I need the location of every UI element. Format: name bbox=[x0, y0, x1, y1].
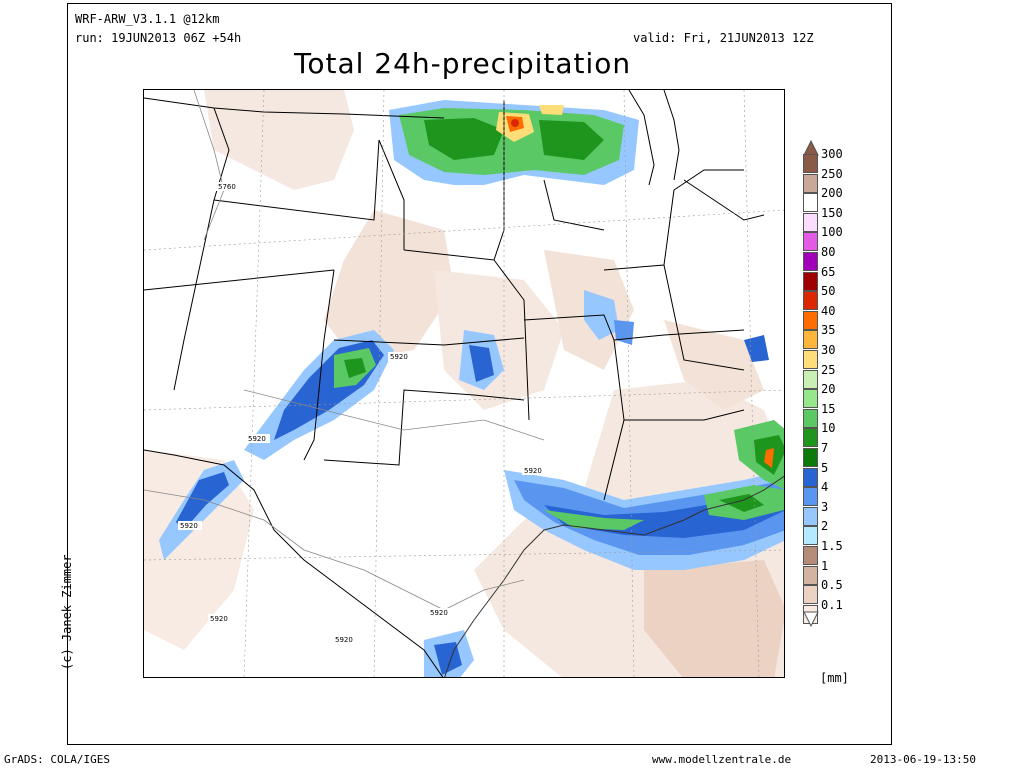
legend-level-label: 7 bbox=[821, 441, 829, 455]
contour-label-5920: 5920 bbox=[180, 522, 198, 530]
legend-swatch bbox=[803, 232, 818, 252]
legend-swatch bbox=[803, 193, 818, 213]
legend-swatch bbox=[803, 310, 818, 330]
contour-label-5920: 5920 bbox=[430, 609, 448, 617]
legend-swatch bbox=[803, 271, 818, 291]
model-label: WRF-ARW_V3.1.1 @12km bbox=[75, 12, 220, 26]
legend-swatch bbox=[803, 565, 818, 585]
legend-level-label: 5 bbox=[821, 460, 829, 475]
legend-level-label: 100 bbox=[821, 225, 843, 240]
legend-level-label: 20 bbox=[821, 382, 836, 397]
plot-frame bbox=[67, 3, 892, 745]
legend-level-label: 4 bbox=[821, 480, 829, 495]
westtx-precip-band bbox=[159, 460, 474, 677]
copyright-label: (c) Janek Zimmer bbox=[60, 554, 74, 670]
contour-label-5920: 5920 bbox=[390, 353, 408, 361]
contour-label-5760: 5760 bbox=[218, 183, 236, 191]
legend-level-label: 65 bbox=[821, 264, 836, 279]
legend-level-label: 15 bbox=[821, 401, 836, 416]
legend-level-label: 50 bbox=[821, 284, 836, 299]
legend-swatch bbox=[803, 526, 818, 546]
legend-level-label: 200 bbox=[821, 186, 843, 201]
footer-left: GrADS: COLA/IGES bbox=[4, 753, 110, 766]
legend-bottom-arrow bbox=[803, 611, 819, 627]
legend-swatch bbox=[803, 212, 818, 232]
north-precip-band bbox=[389, 100, 639, 185]
contour-label-5920: 5920 bbox=[524, 467, 542, 475]
legend-swatch bbox=[803, 467, 818, 487]
legend-level-label: 80 bbox=[821, 245, 836, 259]
legend-level-label: 150 bbox=[821, 205, 843, 220]
legend-swatch bbox=[803, 506, 818, 526]
legend-swatch bbox=[803, 448, 818, 467]
legend-swatch bbox=[803, 546, 818, 565]
legend-swatch bbox=[803, 252, 818, 271]
legend-level-label: 40 bbox=[821, 303, 836, 318]
chart-title: Total 24h-precipitation bbox=[294, 47, 632, 80]
contour-label-5920: 5920 bbox=[335, 636, 353, 644]
contour-labels: 5760 5920 5920 5920 5920 5920 5920 5920 bbox=[178, 182, 546, 644]
legend-swatch bbox=[803, 585, 818, 605]
great-lakes-outline bbox=[628, 90, 765, 221]
legend-swatch bbox=[803, 408, 818, 428]
legend-swatch bbox=[803, 369, 818, 389]
footer-center: www.modellzentrale.de bbox=[652, 753, 792, 766]
legend-level-label: 35 bbox=[821, 323, 836, 338]
legend-level-label: 1.5 bbox=[821, 539, 843, 553]
valid-label: valid: Fri, 21JUN2013 12Z bbox=[633, 31, 814, 45]
legend-swatch bbox=[803, 173, 818, 193]
contour-label-5920: 5920 bbox=[248, 435, 266, 443]
legend-level-label: 0.1 bbox=[821, 597, 843, 612]
unit-label: [mm] bbox=[820, 671, 849, 685]
legend-level-label: 10 bbox=[821, 421, 836, 436]
legend-level-label: 1 bbox=[821, 558, 829, 573]
latlon-grid bbox=[144, 90, 784, 677]
legend-swatch bbox=[803, 350, 818, 369]
legend-swatch bbox=[803, 154, 818, 173]
geopotential-contours bbox=[144, 90, 545, 611]
legend-level-label: 300 bbox=[821, 147, 843, 161]
legend-level-label: 0.5 bbox=[821, 578, 843, 593]
southwest-precip-band bbox=[244, 330, 504, 460]
precipitation-map: 5760 5920 5920 5920 5920 5920 5920 5920 bbox=[143, 89, 785, 678]
legend-level-label: 3 bbox=[821, 499, 829, 514]
gulf-coastline bbox=[444, 475, 784, 677]
footer-right: 2013-06-19-13:50 bbox=[870, 753, 976, 766]
legend-level-label: 2 bbox=[821, 519, 829, 534]
legend-swatch bbox=[803, 487, 818, 507]
contour-label-5920: 5920 bbox=[210, 615, 228, 623]
legend-swatch bbox=[803, 330, 818, 350]
map-canvas: 5760 5920 5920 5920 5920 5920 5920 5920 bbox=[144, 90, 784, 677]
legend-swatch bbox=[803, 291, 818, 311]
legend-swatch bbox=[803, 428, 818, 448]
legend-level-label: 25 bbox=[821, 362, 836, 377]
legend-swatch bbox=[803, 389, 818, 409]
legend-level-label: 30 bbox=[821, 343, 836, 357]
run-label: run: 19JUN2013 06Z +54h bbox=[75, 31, 242, 45]
legend-level-label: 250 bbox=[821, 166, 843, 181]
gulf-precip-band bbox=[504, 420, 784, 570]
